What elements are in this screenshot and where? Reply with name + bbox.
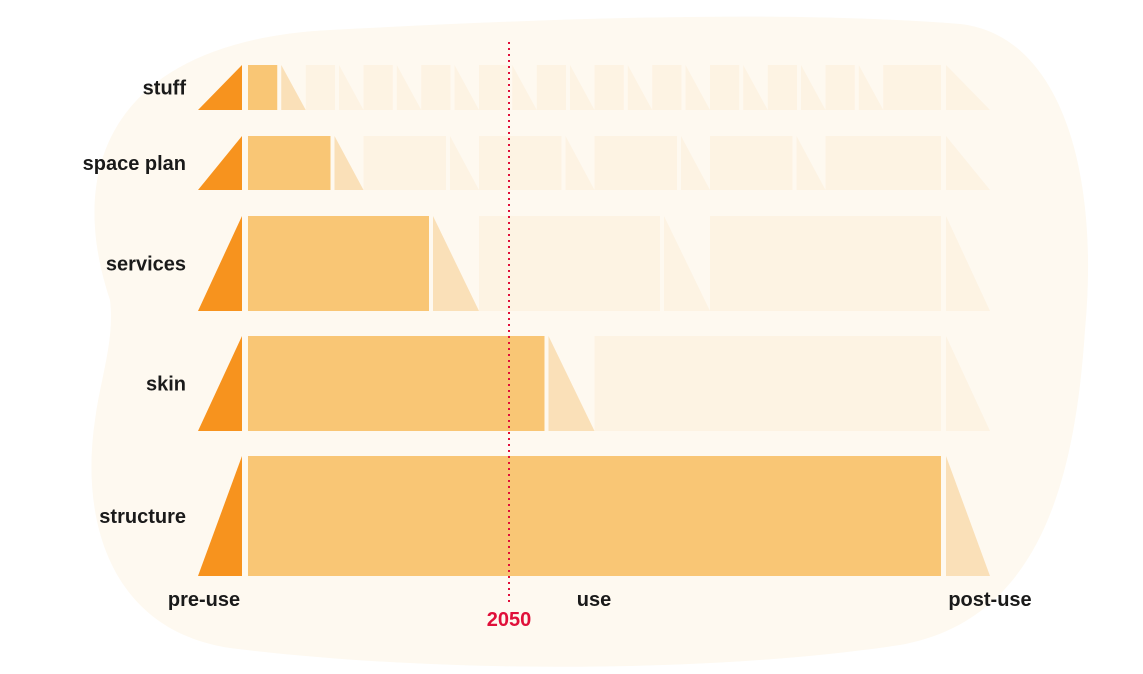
use-segment	[421, 65, 451, 110]
use-segment	[479, 136, 562, 190]
use-segment	[248, 336, 545, 431]
row-label: skin	[146, 374, 186, 396]
use-segment	[363, 136, 446, 190]
row-label: structure	[99, 506, 186, 528]
row-label: services	[106, 254, 186, 276]
use-segment	[248, 136, 331, 190]
replacement-wedge	[512, 65, 537, 110]
replacement-wedge	[796, 136, 826, 190]
use-segment	[710, 136, 793, 190]
post-use-wedge	[946, 336, 990, 431]
replacement-wedge	[450, 136, 479, 190]
replacement-wedge	[334, 136, 364, 190]
use-segment	[652, 65, 682, 110]
use-segment	[479, 216, 660, 311]
layer-labels: stuff space plan services skin structure	[83, 78, 187, 529]
use-segment	[825, 136, 941, 190]
use-segment	[536, 65, 566, 110]
replacement-wedge	[548, 336, 595, 431]
pre-use-triangle	[198, 456, 242, 576]
pre-use-triangle	[198, 136, 242, 190]
axis-label-use: use	[577, 589, 611, 611]
replacement-wedge	[281, 65, 306, 110]
replacement-wedge	[570, 65, 595, 110]
replacement-wedge	[681, 136, 710, 190]
axis-label-post-use: post-use	[948, 589, 1031, 611]
use-segment	[248, 216, 429, 311]
replacement-wedge	[685, 65, 710, 110]
layer-rows	[198, 65, 990, 576]
replacement-wedge	[565, 136, 595, 190]
post-use-wedge	[946, 216, 990, 311]
replacement-wedge	[664, 216, 710, 311]
pre-use-triangle	[198, 65, 242, 110]
use-segment	[594, 136, 677, 190]
use-segment	[479, 65, 509, 110]
use-segment	[594, 336, 941, 431]
use-segment	[363, 65, 393, 110]
axis-label-pre-use: pre-use	[168, 589, 240, 611]
use-segment	[710, 65, 740, 110]
use-segment	[825, 65, 855, 110]
row-label: space plan	[83, 153, 186, 175]
row-label: stuff	[143, 78, 187, 100]
replacement-wedge	[454, 65, 479, 110]
replacement-wedge	[433, 216, 479, 311]
use-segment	[248, 65, 278, 110]
replacement-wedge	[858, 65, 884, 110]
use-segment	[248, 456, 941, 576]
replacement-wedge	[396, 65, 422, 110]
year-marker-label: 2050	[487, 609, 532, 631]
pre-use-triangle	[198, 216, 242, 311]
replacement-wedge	[627, 65, 653, 110]
post-use-wedge	[946, 65, 990, 110]
pre-use-triangle	[198, 336, 242, 431]
use-segment	[594, 65, 624, 110]
replacement-wedge	[339, 65, 364, 110]
use-segment	[767, 65, 797, 110]
replacement-wedge	[801, 65, 826, 110]
replacement-wedge	[743, 65, 768, 110]
post-use-wedge	[946, 136, 990, 190]
post-use-wedge	[946, 456, 990, 576]
use-segment	[883, 65, 941, 110]
use-segment	[710, 216, 941, 311]
use-segment	[305, 65, 335, 110]
